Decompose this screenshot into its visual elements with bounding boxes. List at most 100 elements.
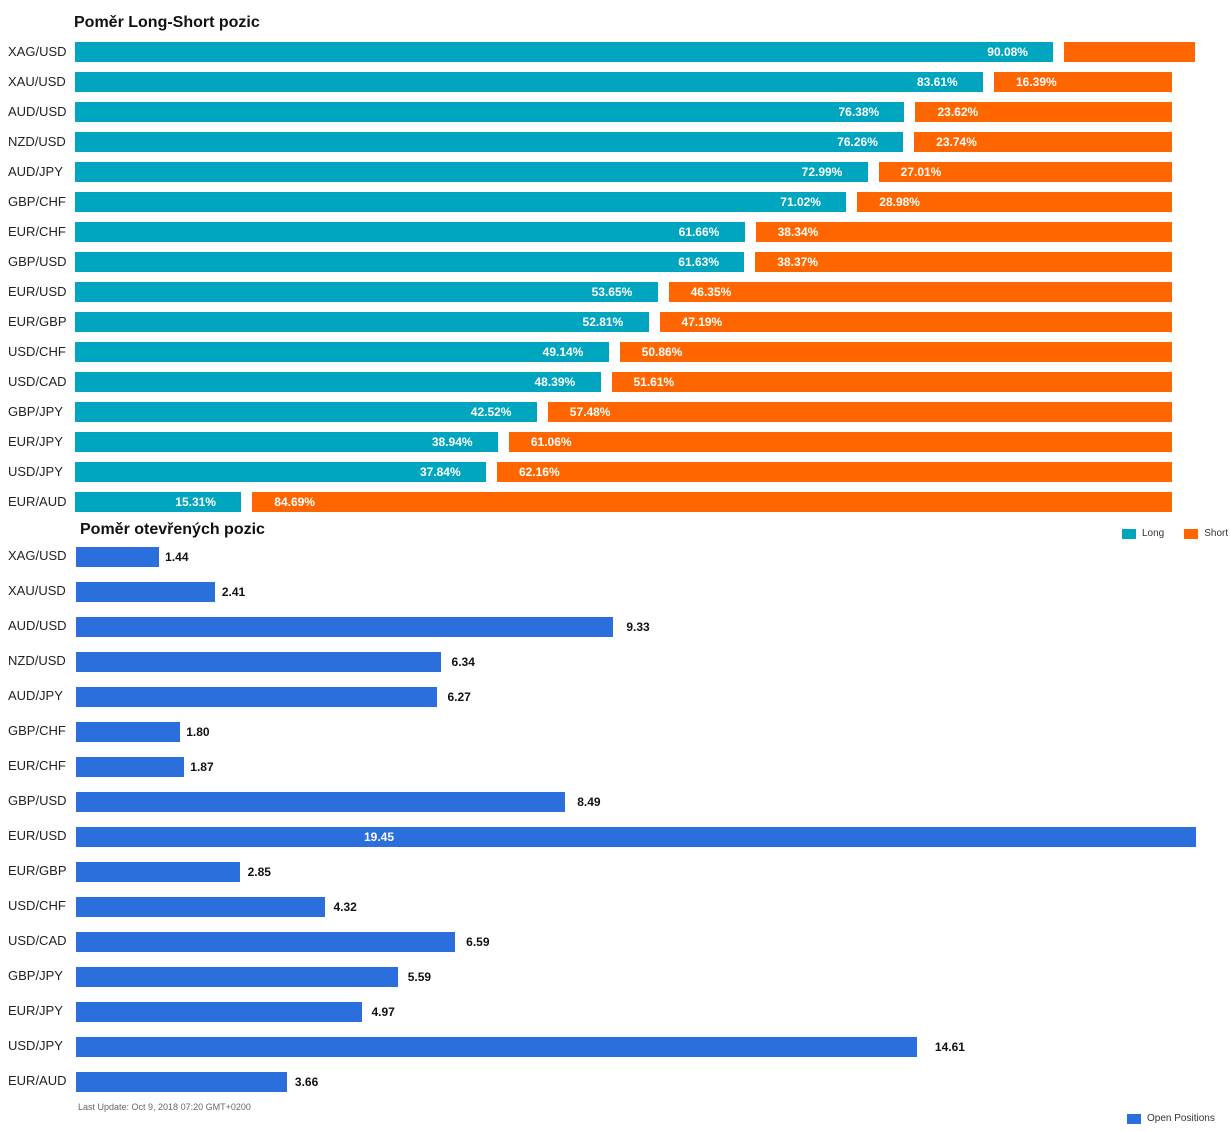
- long-value-label: 83.61%: [917, 75, 958, 89]
- long-bar: [75, 432, 498, 452]
- long-bar: [75, 372, 601, 392]
- short-value-label: 38.37%: [777, 255, 818, 269]
- short-legend-label: Short: [1204, 528, 1229, 539]
- short-bar: [547, 402, 1172, 422]
- open-positions-legend: Open Positions: [1127, 1113, 1215, 1124]
- open-positions-value-label: 6.34: [451, 655, 475, 669]
- open-positions-bar: [76, 547, 159, 567]
- pair-label: NZD/USD: [8, 134, 66, 149]
- pair-label: AUD/USD: [8, 104, 67, 119]
- pair-label: GBP/USD: [8, 254, 67, 269]
- open-positions-bar: [76, 897, 325, 917]
- long-bar: [75, 192, 847, 212]
- open-positions-chart-title: Poměr otevřených pozic: [80, 521, 265, 538]
- short-value-label: 38.34%: [777, 225, 819, 239]
- short-bar: [668, 282, 1172, 302]
- pair-label: XAU/USD: [8, 74, 66, 89]
- long-value-label: 72.99%: [801, 165, 843, 179]
- pair-label: USD/CHF: [8, 898, 66, 913]
- short-value-label: 62.16%: [518, 465, 560, 479]
- pair-label: GBP/CHF: [8, 723, 66, 738]
- pair-label: EUR/GBP: [8, 863, 67, 878]
- long-bar: [75, 492, 242, 512]
- long-legend-swatch: [1122, 528, 1136, 539]
- short-bar: [857, 192, 1172, 212]
- open-positions-value-label: 8.49: [577, 795, 601, 809]
- long-bar: [75, 462, 486, 482]
- short-bar: [508, 432, 1172, 452]
- open-positions-value-label: 1.44: [165, 550, 189, 564]
- long-bar: [75, 282, 658, 302]
- open-positions-bar: [76, 967, 398, 987]
- short-value-label: 23.62%: [937, 105, 979, 119]
- long-value-label: 38.94%: [431, 435, 473, 449]
- short-bar: [755, 252, 1172, 272]
- pair-label: AUD/USD: [8, 618, 67, 633]
- open-positions-value-label: 1.80: [186, 725, 210, 739]
- pair-label: AUD/JPY: [8, 164, 63, 179]
- short-value-label: 50.86%: [641, 345, 683, 359]
- short-bar: [252, 492, 1172, 512]
- pair-label: XAG/USD: [8, 548, 67, 563]
- open-positions-legend-swatch: [1127, 1113, 1141, 1124]
- long-value-label: 76.26%: [837, 135, 878, 149]
- open-positions-value-label: 2.41: [221, 585, 246, 599]
- pair-label: GBP/CHF: [8, 194, 66, 209]
- open-positions-bar: [76, 757, 184, 777]
- short-value-label: 47.19%: [681, 315, 723, 329]
- pair-label: EUR/USD: [8, 284, 67, 299]
- long-bar: [75, 132, 904, 152]
- open-positions-bar: [76, 932, 456, 952]
- long-bar: [75, 312, 649, 332]
- pair-label: USD/JPY: [8, 1038, 63, 1053]
- short-bar: [1064, 42, 1195, 62]
- long-legend-label: Long: [1142, 528, 1165, 539]
- pair-label: EUR/CHF: [8, 224, 66, 239]
- short-bar: [994, 72, 1172, 92]
- open-positions-value-label: 2.85: [247, 865, 271, 879]
- open-positions-bar: [76, 1002, 363, 1022]
- short-bar: [619, 342, 1172, 362]
- short-value-label: 46.35%: [690, 285, 732, 299]
- short-bar: [915, 102, 1172, 122]
- long-bar: [75, 402, 537, 422]
- pair-label: EUR/AUD: [8, 1073, 67, 1088]
- short-value-label: 57.48%: [569, 405, 611, 419]
- open-positions-value-label: 14.61: [934, 1040, 965, 1054]
- open-positions-value-label: 4.32: [333, 900, 357, 914]
- long-value-label: 52.81%: [582, 315, 624, 329]
- short-value-label: 61.06%: [530, 435, 572, 449]
- short-value-label: 16.39%: [1016, 75, 1057, 89]
- long-value-label: 49.14%: [542, 345, 584, 359]
- pair-label: XAU/USD: [8, 583, 66, 598]
- open-positions-bar: [76, 1037, 918, 1057]
- long-bar: [75, 252, 745, 272]
- last-update-text: Last Update: Oct 9, 2018 07:20 GMT+0200: [78, 1102, 251, 1112]
- long-short-legend: Long Short: [1122, 528, 1228, 539]
- pair-label: USD/CAD: [8, 933, 67, 948]
- open-positions-value-label: 3.66: [294, 1075, 319, 1089]
- pair-label: USD/CAD: [8, 374, 67, 389]
- pair-label: EUR/CHF: [8, 758, 66, 773]
- long-value-label: 48.39%: [534, 375, 576, 389]
- long-bar: [75, 102, 905, 122]
- long-bar: [75, 42, 1054, 62]
- pair-label: EUR/USD: [8, 828, 67, 843]
- long-bar: [75, 162, 868, 182]
- open-positions-bar: [76, 652, 442, 672]
- long-bar: [75, 342, 609, 362]
- long-value-label: 15.31%: [175, 495, 216, 509]
- short-bar: [659, 312, 1172, 332]
- long-bar: [75, 72, 983, 92]
- short-bar: [496, 462, 1172, 482]
- short-legend-swatch: [1184, 528, 1199, 539]
- pair-label: GBP/USD: [8, 793, 67, 808]
- long-value-label: 42.52%: [470, 405, 512, 419]
- short-value-label: 23.74%: [936, 135, 977, 149]
- open-positions-bar: [76, 687, 438, 707]
- short-value-label: 28.98%: [879, 195, 920, 209]
- open-positions-value-label: 1.87: [190, 760, 214, 774]
- short-value-label: 84.69%: [274, 495, 315, 509]
- pair-label: GBP/JPY: [8, 968, 63, 983]
- open-positions-bar: [76, 582, 215, 602]
